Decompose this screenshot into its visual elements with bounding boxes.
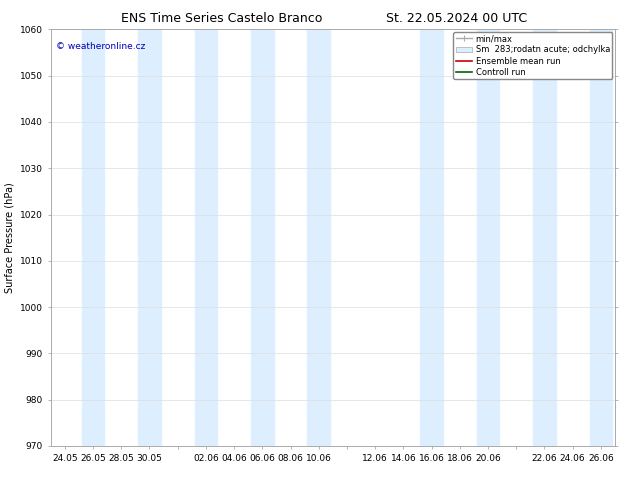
Bar bbox=[590, 29, 612, 446]
Y-axis label: Surface Pressure (hPa): Surface Pressure (hPa) bbox=[4, 182, 15, 293]
Bar bbox=[251, 29, 274, 446]
Text: ENS Time Series Castelo Branco: ENS Time Series Castelo Branco bbox=[121, 12, 323, 25]
Text: St. 22.05.2024 00 UTC: St. 22.05.2024 00 UTC bbox=[386, 12, 527, 25]
Bar bbox=[307, 29, 330, 446]
Bar bbox=[138, 29, 161, 446]
Bar bbox=[195, 29, 217, 446]
Bar bbox=[420, 29, 443, 446]
Legend: min/max, Sm  283;rodatn acute; odchylka, Ensemble mean run, Controll run: min/max, Sm 283;rodatn acute; odchylka, … bbox=[453, 32, 612, 79]
Bar bbox=[82, 29, 105, 446]
Text: © weatheronline.cz: © weatheronline.cz bbox=[56, 42, 146, 51]
Bar bbox=[477, 29, 500, 446]
Bar bbox=[533, 29, 556, 446]
